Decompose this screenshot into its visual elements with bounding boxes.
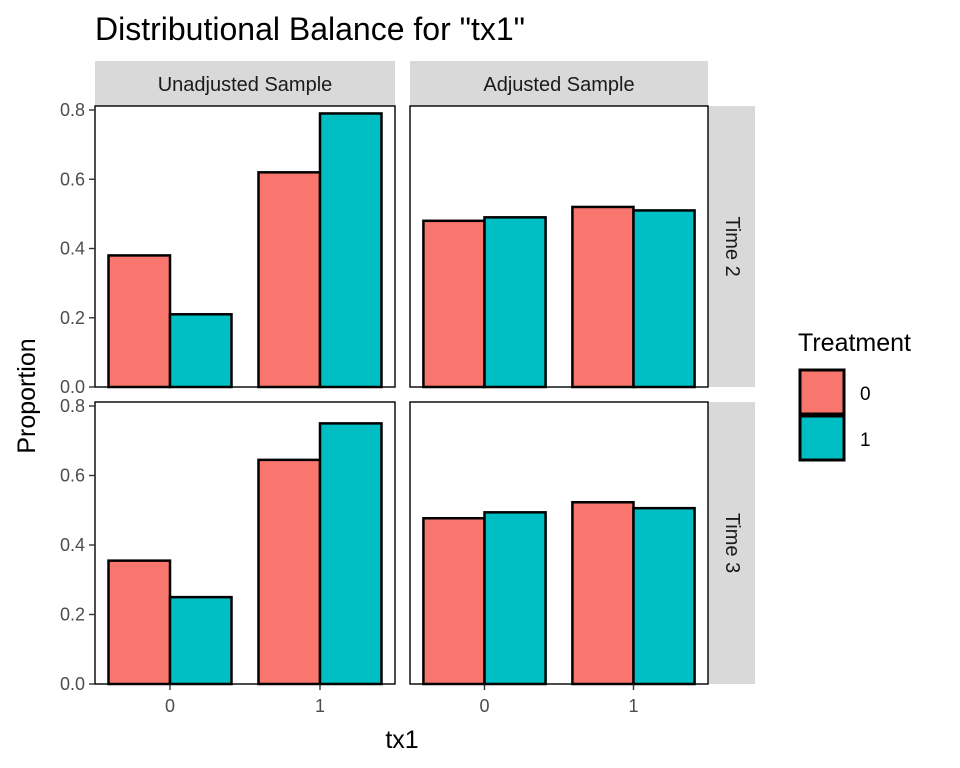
y-tick-label: 0.6 — [60, 466, 85, 486]
legend-item: 0 — [798, 368, 871, 416]
panel-border — [94, 401, 396, 685]
legend-item: 1 — [798, 414, 871, 462]
y-tick-label: 0.8 — [60, 396, 85, 416]
y-tick-label: 0.4 — [60, 239, 85, 259]
x-tick-label: 1 — [628, 696, 638, 716]
column-strip-background — [95, 61, 395, 106]
bar — [107, 559, 172, 686]
facet-panel — [409, 105, 709, 389]
y-tick-label: 0.0 — [60, 377, 85, 397]
bar — [257, 171, 322, 389]
legend-label: 0 — [860, 384, 871, 405]
legend-label: 1 — [860, 430, 871, 451]
y-tick-label: 0.8 — [60, 100, 85, 120]
bar — [257, 458, 322, 686]
panel-border — [409, 105, 709, 388]
row-strip-label: Time 3 — [721, 513, 743, 573]
bar — [318, 112, 383, 389]
bar — [168, 595, 233, 686]
column-strip: Adjusted Sample — [410, 61, 708, 106]
chart-title: Distributional Balance for "tx1" — [95, 11, 525, 47]
row-strip: Time 3 — [708, 402, 755, 684]
x-tick-label: 0 — [479, 696, 489, 716]
bar — [632, 506, 696, 686]
bar — [318, 422, 383, 686]
bar — [422, 219, 486, 389]
row-strip-background — [708, 106, 755, 387]
bar — [483, 216, 547, 389]
column-strip-background — [410, 61, 708, 106]
legend: Treatment 0 1 — [798, 329, 911, 462]
y-axis-title: Proportion — [13, 338, 41, 453]
bar — [571, 501, 635, 686]
legend-swatch — [798, 368, 846, 416]
column-strip: Unadjusted Sample — [95, 61, 395, 106]
panel-border — [94, 105, 396, 388]
bar — [422, 516, 486, 686]
panel-border — [409, 401, 709, 685]
legend-title: Treatment — [798, 329, 911, 357]
y-tick-label: 0.2 — [60, 308, 85, 328]
bar — [483, 511, 547, 686]
column-strip-label: Unadjusted Sample — [158, 74, 333, 96]
y-tick-label: 0.6 — [60, 169, 85, 189]
x-tick-label: 0 — [165, 696, 175, 716]
bar — [571, 205, 635, 389]
bar — [107, 254, 172, 389]
row-strip-label: Time 2 — [721, 216, 743, 276]
x-axis-title: tx1 — [385, 726, 418, 754]
y-tick-label: 0.0 — [60, 674, 85, 694]
y-tick-label: 0.2 — [60, 605, 85, 625]
bar — [632, 209, 696, 389]
legend-swatch — [798, 414, 846, 462]
facet-panels: Unadjusted Sample Adjusted Sample Time 2 Ti… — [60, 61, 755, 716]
row-strip: Time 2 — [708, 106, 755, 387]
facet-panel: 0.0 0.2 0.4 0.6 0.8 — [60, 100, 396, 397]
row-strip-background — [708, 402, 755, 684]
x-tick-label: 1 — [315, 696, 325, 716]
facet-panel: 0.0 0.2 0.4 0.6 0.8 0 1 — [60, 396, 396, 716]
bar — [168, 313, 233, 389]
y-tick-label: 0.4 — [60, 535, 85, 555]
column-strip-label: Adjusted Sample — [483, 74, 634, 96]
